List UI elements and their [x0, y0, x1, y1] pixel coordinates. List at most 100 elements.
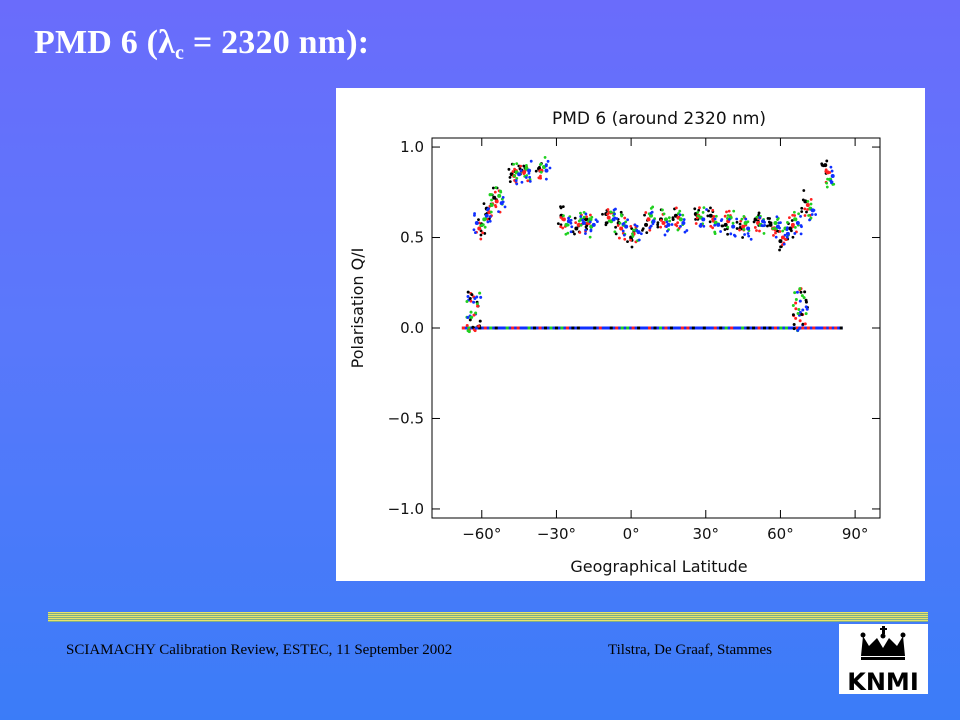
axis-ticks: −60° −30° 0° 30° 60° 90° 1.0 0.5 0.0 −0.5 −1.0 [388, 138, 880, 543]
spike-point [804, 305, 808, 309]
zero-band-point [478, 326, 482, 330]
data-point-jitter [573, 232, 576, 236]
data-point-jitter [648, 228, 652, 232]
data-point-jitter [696, 210, 700, 214]
data-point-jitter [651, 222, 655, 226]
data-point-jitter [635, 229, 639, 232]
data-point-jitter [711, 226, 715, 230]
data-point-jitter [566, 223, 570, 227]
zero-band-point [505, 326, 509, 330]
data-point-jitter [740, 217, 744, 221]
zero-band-point [735, 326, 739, 330]
data-point [581, 221, 586, 226]
data-point-jitter [493, 203, 497, 207]
data-point-jitter [670, 223, 674, 226]
data-point-jitter [777, 221, 781, 225]
data-point-jitter [719, 219, 723, 223]
spike-point [794, 301, 798, 305]
data-point-jitter [656, 223, 660, 227]
data-point-jitter [799, 214, 802, 218]
data-point-jitter [646, 217, 650, 221]
zero-band-point [768, 326, 772, 330]
zero-band-point [801, 326, 805, 330]
data-point-jitter [622, 233, 626, 237]
data-point-jitter [763, 220, 766, 224]
data-point-jitter [709, 206, 712, 210]
zero-band-point [730, 326, 734, 330]
data-point-jitter [809, 197, 813, 201]
data-point-jitter [616, 224, 620, 227]
data-point-jitter [524, 176, 528, 179]
data-point-jitter [573, 216, 577, 220]
data-point-jitter [621, 222, 625, 226]
crown-icon [860, 626, 906, 660]
zero-band-point [549, 326, 553, 330]
data-point-jitter [577, 219, 581, 223]
data-point-jitter [828, 171, 832, 174]
data-point-jitter [738, 226, 742, 229]
data-point [591, 222, 596, 227]
zero-band-point [675, 326, 679, 330]
data-point [494, 199, 499, 204]
zero-band-point [615, 326, 619, 330]
data-point-jitter [569, 218, 573, 222]
data-point-jitter [776, 218, 779, 221]
data-point-jitter [713, 217, 717, 221]
x-tick-label: −60° [462, 525, 501, 543]
data-point-jitter [522, 172, 526, 176]
data-point-jitter [820, 162, 824, 166]
data-point-jitter [659, 225, 663, 229]
data-point-jitter [685, 229, 689, 232]
zero-band-point [631, 326, 635, 330]
data-point-jitter [665, 220, 669, 224]
data-point-jitter [477, 218, 480, 222]
data-point-jitter [682, 218, 686, 221]
data-point-jitter [520, 180, 524, 184]
data-point-jitter [733, 234, 737, 238]
data-point-jitter [604, 223, 608, 227]
data-point-jitter [488, 219, 492, 223]
zero-band-point [511, 326, 515, 330]
spike-point [466, 315, 470, 319]
data-point-jitter [582, 215, 586, 219]
spike-point [796, 328, 800, 332]
data-point-jitter [644, 211, 648, 214]
data-point-jitter [830, 181, 833, 185]
data-point-jitter [656, 221, 660, 225]
x-tick-label: 30° [692, 525, 719, 543]
data-point-jitter [613, 212, 616, 216]
logo-text: KNMI [847, 668, 919, 694]
data-point-jitter [742, 228, 746, 231]
zero-band-point [763, 326, 767, 330]
data-point-jitter [803, 207, 807, 211]
title-prefix: PMD 6 ( [34, 24, 159, 61]
zero-band-point [620, 326, 624, 330]
data-point-jitter [607, 219, 611, 223]
data-point-jitter [699, 225, 703, 228]
zero-band-point [839, 326, 843, 330]
data-point-jitter [494, 186, 498, 189]
data-point-jitter [525, 163, 528, 167]
data-point-jitter [809, 202, 813, 206]
data-point-jitter [679, 224, 682, 228]
title-subscript: c [175, 42, 185, 64]
data-point-jitter [774, 231, 777, 235]
data-point-jitter [793, 225, 797, 229]
data-point-jitter [490, 193, 493, 196]
data-point-jitter [674, 214, 678, 217]
data-point-jitter [799, 232, 803, 236]
data-point-jitter [789, 229, 793, 233]
data-point [731, 224, 736, 229]
data-point-jitter [637, 238, 641, 242]
data-point-jitter [792, 210, 796, 214]
zero-band-point [658, 326, 662, 330]
data-point-jitter [743, 233, 746, 236]
y-tick-label: 1.0 [400, 138, 424, 156]
data-point-jitter [514, 179, 518, 182]
spike-point [476, 304, 480, 308]
data-point-jitter [778, 226, 781, 230]
zero-band-point [784, 326, 788, 330]
data-point-jitter [783, 233, 787, 237]
data-point-jitter [522, 164, 526, 168]
data-point-jitter [747, 234, 751, 238]
